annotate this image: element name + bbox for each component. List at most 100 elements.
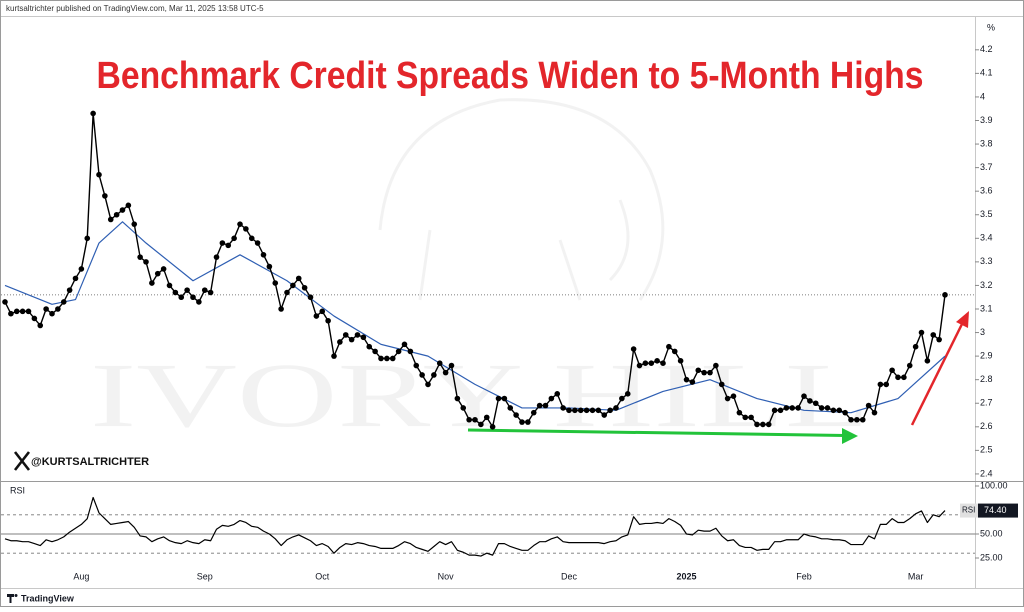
- point: [742, 414, 749, 421]
- point: [448, 362, 455, 369]
- y-tick-label: 50.00: [980, 528, 1003, 538]
- point: [713, 362, 719, 369]
- point: [560, 405, 566, 411]
- point: [601, 412, 608, 418]
- point: [201, 287, 208, 293]
- badge-value-bg: [978, 503, 1018, 518]
- point: [901, 374, 907, 381]
- footer-logo: [7, 594, 18, 603]
- point: [483, 414, 490, 421]
- point: [765, 421, 772, 428]
- y-unit: %: [987, 22, 995, 32]
- point: [795, 405, 801, 411]
- point: [113, 211, 120, 218]
- point: [895, 374, 901, 381]
- point: [607, 407, 613, 414]
- x-tick-label: 2025: [676, 571, 696, 581]
- point: [859, 416, 866, 423]
- x-logo: [13, 451, 31, 471]
- y-tick-label: 3.7: [980, 162, 993, 172]
- point: [660, 360, 666, 366]
- point: [754, 421, 760, 428]
- point: [137, 254, 143, 260]
- point: [166, 282, 173, 289]
- point: [431, 372, 437, 378]
- point: [613, 405, 619, 411]
- point: [107, 216, 114, 223]
- y-tick-label: 2.7: [980, 398, 993, 408]
- point: [149, 280, 155, 286]
- point: [542, 402, 549, 409]
- point: [807, 398, 813, 404]
- point: [378, 355, 384, 362]
- point: [654, 358, 660, 364]
- point: [102, 193, 108, 199]
- point: [789, 405, 796, 411]
- x-tick-label: Sep: [197, 571, 213, 581]
- point: [912, 343, 919, 350]
- badge-name-bg: [960, 503, 978, 518]
- point: [942, 292, 948, 298]
- point: [319, 308, 326, 315]
- point: [425, 381, 431, 388]
- point: [630, 346, 637, 352]
- y-tick-label: 2.6: [980, 421, 993, 431]
- point: [906, 362, 913, 369]
- point: [307, 294, 314, 301]
- point: [196, 299, 202, 305]
- point: [78, 266, 85, 272]
- point: [160, 266, 167, 272]
- point: [472, 416, 478, 423]
- point: [812, 400, 819, 407]
- badge-name: RSI: [962, 506, 975, 515]
- point: [748, 414, 754, 421]
- point: [489, 424, 496, 430]
- point: [284, 289, 290, 296]
- x-tick-label: Oct: [315, 571, 330, 581]
- point: [66, 287, 73, 293]
- point: [384, 355, 390, 362]
- point: [466, 416, 472, 423]
- point: [619, 395, 625, 402]
- point: [924, 358, 931, 364]
- point: [707, 369, 713, 376]
- point: [666, 343, 672, 350]
- point: [519, 419, 525, 425]
- y-tick-label: 4: [980, 91, 985, 101]
- point: [513, 412, 519, 418]
- chart-title: Benchmark Credit Spreads Widen to 5-Mont…: [97, 55, 924, 97]
- point: [677, 358, 684, 364]
- point: [530, 409, 537, 416]
- x-tick-label: Dec: [561, 571, 578, 581]
- y-tick-label: 3.5: [980, 209, 993, 219]
- point: [348, 336, 355, 343]
- header: kurtsaltrichter published on TradingView…: [6, 4, 264, 13]
- point: [730, 393, 737, 399]
- x-tick-label: Mar: [908, 571, 924, 581]
- red-arrow: [910, 311, 969, 426]
- point: [290, 282, 296, 289]
- x-tick-label: Nov: [438, 571, 455, 581]
- point: [213, 254, 220, 260]
- point: [325, 317, 331, 324]
- point: [278, 306, 284, 312]
- point: [219, 240, 226, 246]
- point: [8, 310, 14, 317]
- point: [43, 306, 49, 312]
- point: [131, 221, 138, 227]
- point: [460, 405, 467, 411]
- point: [354, 332, 361, 338]
- point: [495, 395, 502, 402]
- point: [295, 275, 302, 282]
- point: [372, 348, 378, 355]
- point: [848, 416, 854, 423]
- point: [266, 263, 273, 270]
- point: [225, 242, 232, 249]
- point: [401, 341, 408, 348]
- point: [154, 270, 161, 277]
- indicator-line: [4, 221, 946, 414]
- y-tick-label: 3.8: [980, 138, 993, 148]
- point: [642, 360, 649, 366]
- point: [260, 252, 267, 258]
- point: [636, 362, 643, 369]
